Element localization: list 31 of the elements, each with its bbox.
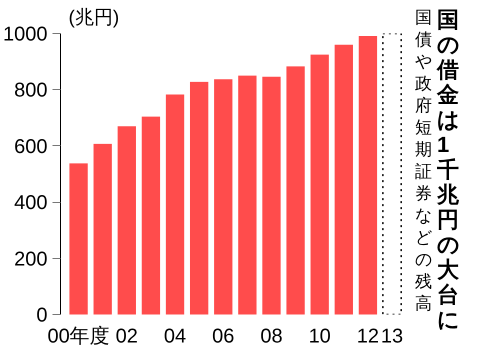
bar [118, 126, 136, 314]
y-tick-label: 800 [14, 80, 48, 102]
y-tick-label: 400 [14, 192, 48, 214]
y-axis-title: (兆円) [68, 8, 120, 28]
bar [166, 94, 184, 314]
x-tick-label: 04 [164, 326, 186, 348]
x-tick-label: 10 [308, 326, 331, 348]
bar [142, 116, 160, 314]
x-tick-label: 13 [380, 326, 404, 348]
bar [334, 44, 353, 314]
bar [358, 36, 378, 314]
y-tick-label: 0 [36, 304, 48, 326]
x-tick-label: 12 [356, 326, 380, 348]
x-tick-label: 08 [260, 326, 283, 348]
bar [238, 76, 257, 314]
x-tick-label: 00年度 [47, 326, 110, 348]
text: 国債や政府短期証券などの残高 [415, 8, 432, 313]
x-tick-label: 02 [116, 326, 138, 348]
bar [214, 79, 232, 314]
chart-title: 国の借金は1千兆円の大台に [437, 7, 460, 332]
y-tick-label: 600 [14, 136, 48, 158]
bar [310, 54, 329, 314]
bar [69, 163, 88, 314]
y-tick-label: 200 [14, 248, 48, 270]
bar [190, 82, 208, 314]
x-tick-label: 06 [212, 326, 234, 348]
bar [382, 34, 402, 314]
bar [94, 144, 112, 314]
y-tick-label: 1000 [3, 24, 48, 46]
bar [262, 76, 281, 314]
bar [286, 66, 305, 314]
